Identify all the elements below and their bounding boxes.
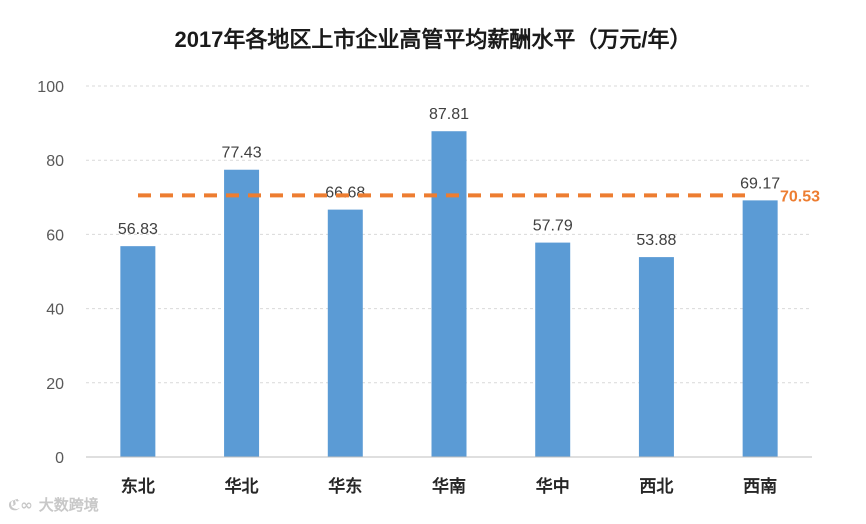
y-tick-label: 80 bbox=[46, 153, 64, 170]
average-reference-line: 70.53 bbox=[138, 188, 820, 205]
average-line-label: 70.53 bbox=[780, 188, 820, 205]
y-tick-label: 40 bbox=[46, 302, 64, 319]
y-tick-label: 60 bbox=[46, 227, 64, 244]
y-tick-label: 100 bbox=[37, 79, 64, 96]
chart-title: 2017年各地区上市企业高管平均薪酬水平（万元/年） bbox=[174, 27, 692, 52]
y-tick-label: 0 bbox=[55, 450, 64, 467]
data-label: 77.43 bbox=[222, 145, 262, 162]
bar bbox=[224, 169, 260, 458]
watermark-text: 大数跨境 bbox=[38, 497, 99, 514]
data-label: 87.81 bbox=[429, 106, 469, 123]
bar bbox=[535, 242, 571, 457]
data-labels: 56.83 77.43 66.68 87.81 57.79 53.88 69.17 bbox=[118, 106, 780, 249]
data-label: 53.88 bbox=[636, 232, 676, 249]
watermark-logo-icon: ℭ∞ bbox=[8, 496, 33, 514]
x-tick-label: 华中 bbox=[536, 476, 570, 496]
x-tick-label: 西南 bbox=[743, 476, 777, 496]
bars bbox=[120, 131, 778, 458]
data-label: 69.17 bbox=[740, 175, 780, 192]
data-label: 56.83 bbox=[118, 221, 158, 238]
bar bbox=[638, 257, 674, 457]
x-tick-label: 华东 bbox=[328, 476, 362, 496]
x-tick-label: 东北 bbox=[121, 476, 155, 496]
y-tick-label: 20 bbox=[46, 376, 64, 393]
watermark: ℭ∞ 大数跨境 bbox=[8, 494, 99, 515]
x-tick-label: 华北 bbox=[225, 476, 259, 496]
bar bbox=[120, 246, 156, 457]
bar bbox=[327, 209, 363, 457]
bar bbox=[742, 200, 778, 457]
data-label: 57.79 bbox=[533, 218, 573, 235]
x-tick-label: 西北 bbox=[639, 477, 673, 496]
bar bbox=[431, 131, 467, 457]
data-label: 66.68 bbox=[325, 185, 365, 202]
x-tick-label: 华南 bbox=[432, 476, 466, 496]
axes: 0 20 40 60 80 100 东北 华北 华东 华南 华中 西北 西南 bbox=[37, 79, 812, 496]
